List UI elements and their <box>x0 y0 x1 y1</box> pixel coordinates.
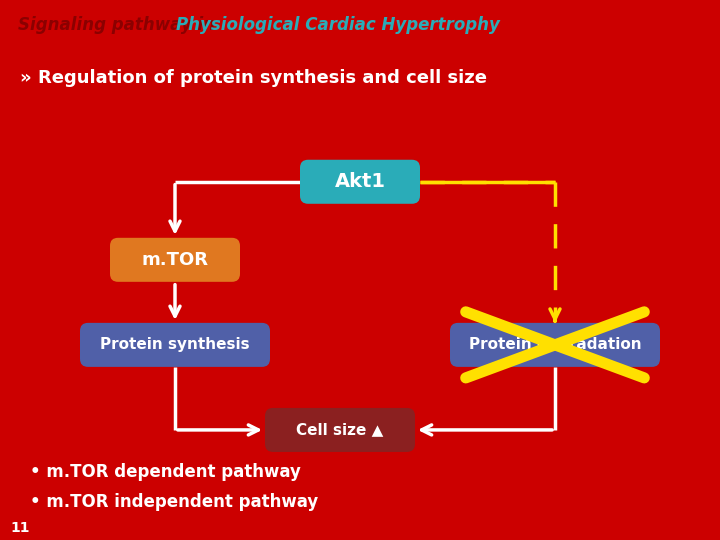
FancyBboxPatch shape <box>450 323 660 367</box>
Text: Physiological Cardiac Hypertrophy: Physiological Cardiac Hypertrophy <box>176 16 500 34</box>
Text: • m.TOR dependent pathway: • m.TOR dependent pathway <box>30 463 301 481</box>
Text: Protein synthesis: Protein synthesis <box>100 338 250 353</box>
Text: Cell size ▲: Cell size ▲ <box>297 422 384 437</box>
Text: Protein degradation: Protein degradation <box>469 338 642 353</box>
Text: » Regulation of protein synthesis and cell size: » Regulation of protein synthesis and ce… <box>20 69 487 87</box>
FancyBboxPatch shape <box>300 160 420 204</box>
Text: 11: 11 <box>10 521 30 535</box>
FancyBboxPatch shape <box>80 323 270 367</box>
FancyBboxPatch shape <box>265 408 415 452</box>
Text: • m.TOR independent pathway: • m.TOR independent pathway <box>30 493 318 511</box>
Text: Signaling pathway in: Signaling pathway in <box>18 16 221 34</box>
Text: m.TOR: m.TOR <box>142 251 209 269</box>
FancyBboxPatch shape <box>110 238 240 282</box>
Text: Akt1: Akt1 <box>335 172 385 191</box>
